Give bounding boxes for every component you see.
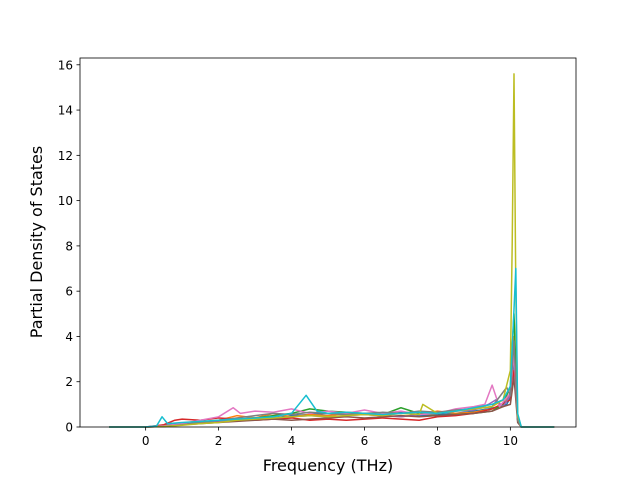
y-tick-label: 2 — [65, 375, 73, 389]
x-tick-label: 4 — [288, 434, 296, 448]
y-tick-label: 12 — [58, 149, 73, 163]
series-line-7 — [109, 353, 555, 428]
y-tick-label: 0 — [65, 421, 73, 435]
x-tick-label: 6 — [361, 434, 369, 448]
y-tick-label: 6 — [65, 285, 73, 299]
y-tick-label: 4 — [65, 330, 73, 344]
x-tick-label: 2 — [215, 434, 223, 448]
series-line-4 — [109, 369, 555, 428]
x-axis-ticks: 0 2 4 6 8 10 — [142, 427, 518, 448]
y-tick-label: 14 — [58, 104, 73, 118]
y-tick-label: 8 — [65, 239, 73, 253]
plot-frame — [79, 57, 577, 428]
y-axis-label: Partial Density of States — [27, 146, 46, 338]
y-axis-ticks: 0 2 4 6 8 10 12 14 16 — [58, 58, 80, 435]
x-tick-label: 10 — [503, 434, 518, 448]
series-layer — [109, 73, 555, 428]
x-tick-label: 0 — [142, 434, 150, 448]
series-line-10 — [109, 267, 555, 428]
x-axis-label: Frequency (THz) — [263, 456, 393, 475]
y-tick-label: 10 — [58, 194, 73, 208]
x-tick-label: 8 — [434, 434, 442, 448]
y-tick-label: 16 — [58, 58, 73, 72]
